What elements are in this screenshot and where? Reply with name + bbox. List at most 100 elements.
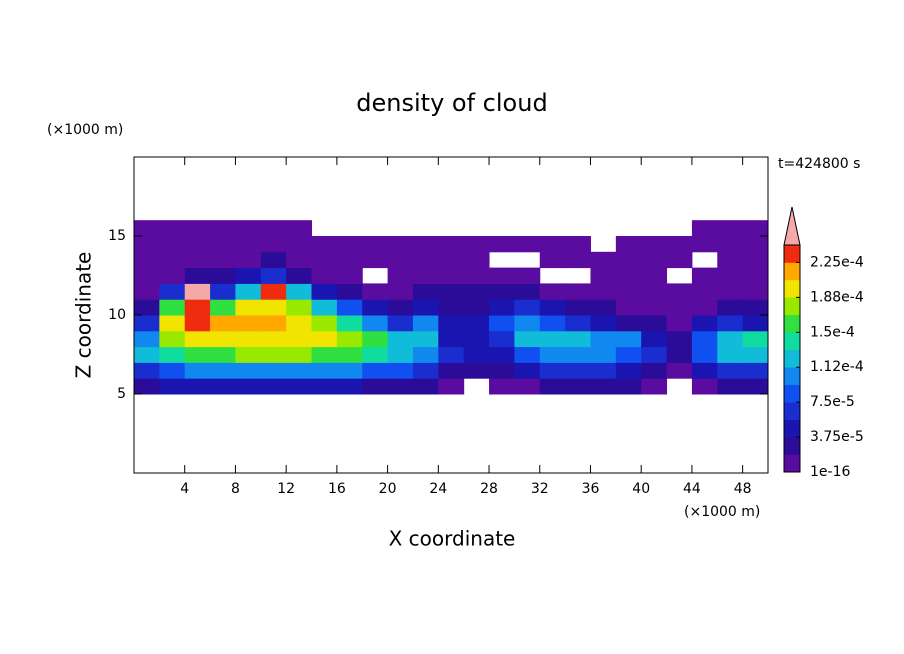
cell [742, 236, 769, 253]
cell [590, 378, 617, 395]
cell [336, 251, 363, 269]
cell [184, 362, 211, 379]
cell [286, 251, 313, 269]
cell [641, 299, 668, 316]
cell [463, 362, 490, 379]
cell [412, 362, 439, 379]
cell [539, 283, 566, 300]
cell [463, 251, 490, 269]
cell [438, 330, 465, 348]
cell [260, 362, 287, 379]
cell [412, 283, 439, 300]
cell [615, 362, 642, 379]
cell [134, 267, 160, 284]
cell [235, 283, 262, 300]
cell [565, 283, 591, 300]
x-tick-label: 16 [328, 481, 346, 497]
x-tick-label: 48 [734, 481, 752, 497]
cell [489, 330, 515, 348]
colorbar-band [784, 419, 800, 438]
cell [539, 315, 566, 332]
cell [311, 378, 338, 395]
cell [184, 330, 211, 348]
cell [539, 362, 566, 379]
cell [412, 267, 439, 284]
colorbar-band [784, 314, 800, 333]
cell [210, 251, 236, 269]
cell [489, 362, 515, 379]
cell [615, 315, 642, 332]
cell [159, 251, 186, 269]
cell [489, 378, 515, 395]
cell [412, 299, 439, 316]
cell [235, 362, 262, 379]
cell [438, 299, 465, 316]
cell [539, 346, 566, 363]
cell [286, 236, 313, 253]
cell [717, 346, 744, 363]
cell [235, 236, 262, 253]
cell [336, 315, 363, 332]
cell [590, 346, 617, 363]
cell [210, 267, 236, 284]
cell [565, 362, 591, 379]
cell [260, 346, 287, 363]
cell [159, 346, 186, 363]
cell [311, 267, 338, 284]
cell [565, 315, 591, 332]
cell [717, 220, 744, 237]
cell [159, 330, 186, 348]
cell [210, 378, 236, 395]
colorbar-frame [783, 244, 801, 473]
y-tick-label: 5 [117, 386, 126, 402]
cell [412, 330, 439, 348]
cell [742, 346, 769, 363]
cell [717, 251, 744, 269]
cell [311, 362, 338, 379]
cell [362, 362, 389, 379]
cell [235, 267, 262, 284]
cell [717, 362, 744, 379]
cell [184, 346, 211, 363]
cell [134, 220, 160, 237]
cell [641, 346, 668, 363]
cell [260, 378, 287, 395]
cell [311, 283, 338, 300]
x-tick-label: 20 [379, 481, 397, 497]
x-tick-label: 4 [180, 481, 189, 497]
cell [362, 299, 389, 316]
cell [362, 315, 389, 332]
cell [641, 378, 668, 395]
cell [590, 362, 617, 379]
cell [565, 236, 591, 253]
cell [184, 299, 211, 316]
cell [210, 362, 236, 379]
colorbar-tick-label: 7.5e-5 [810, 394, 855, 410]
cell [590, 315, 617, 332]
colorbar-band [784, 367, 800, 385]
cell [641, 362, 668, 379]
cell [260, 267, 287, 284]
cell [362, 346, 389, 363]
colorbar-tick-label: 1.88e-4 [810, 289, 864, 305]
cell [666, 330, 693, 348]
cell [286, 378, 313, 395]
cell [311, 251, 338, 269]
cell [184, 220, 211, 237]
cell [134, 315, 160, 332]
cell [615, 299, 642, 316]
cell [362, 236, 389, 253]
cell [666, 283, 693, 300]
cell [159, 299, 186, 316]
cell [514, 330, 541, 348]
cell [489, 315, 515, 332]
cell [742, 283, 769, 300]
cell [134, 299, 160, 316]
cell [286, 362, 313, 379]
cell [615, 378, 642, 395]
cell [641, 267, 668, 284]
cell [691, 283, 718, 300]
cell [260, 236, 287, 253]
cell [514, 299, 541, 316]
colorbar-tick-label: 1e-16 [810, 464, 850, 480]
